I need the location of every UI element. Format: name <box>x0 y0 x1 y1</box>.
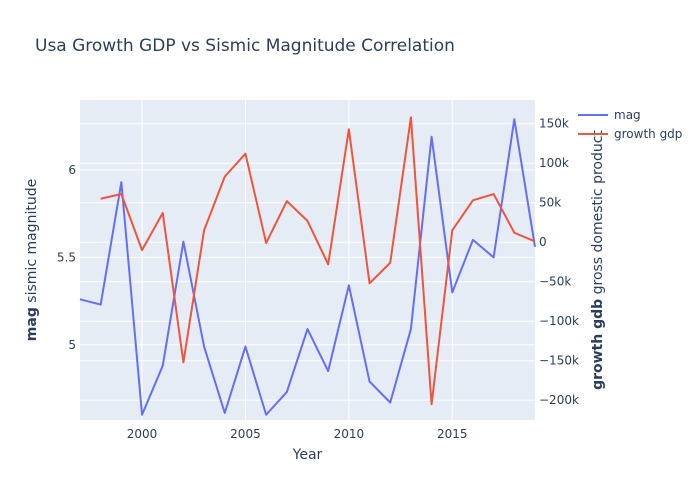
y-left-tick-label: 5.5 <box>57 250 76 264</box>
y-right-tick-label: 100k <box>539 156 569 170</box>
y-left-axis-title-bold: mag <box>24 307 40 341</box>
y-right-tick-label: −50k <box>539 275 571 289</box>
x-axis-title: Year <box>292 447 323 463</box>
x-axis-ticks: 2000 2005 2010 2015 <box>127 427 468 441</box>
y-right-tick-label: 0 <box>539 235 547 249</box>
x-tick-label: 2000 <box>127 427 158 441</box>
y-left-axis-ticks: 55.56 <box>57 163 76 352</box>
gridlines <box>80 100 535 420</box>
y-left-axis-title-rest: sismic magnitude <box>24 179 40 307</box>
legend-item-mag[interactable]: mag <box>578 108 641 122</box>
y-right-tick-label: −150k <box>539 354 579 368</box>
series-line-growth-gdp <box>100 116 536 406</box>
x-tick-label: 2005 <box>230 427 261 441</box>
y-left-tick-label: 5 <box>68 338 76 352</box>
series-layer <box>79 116 536 416</box>
x-tick-label: 2015 <box>437 427 468 441</box>
y-right-axis-title-bold: growth gdb <box>590 299 606 390</box>
y-right-tick-label: 150k <box>539 117 569 131</box>
chart-title: Usa Growth GDP vs Sismic Magnitude Corre… <box>35 36 455 56</box>
legend-label: growth gdp <box>614 127 682 141</box>
legend-item-growth-gdp[interactable]: growth gdp <box>578 127 682 141</box>
y-right-axis-ticks: 150k 100k 50k 0 −50k −100k −150k −200k <box>539 117 579 408</box>
x-tick-label: 2010 <box>334 427 365 441</box>
y-right-tick-label: 50k <box>539 196 561 210</box>
y-right-tick-label: −100k <box>539 314 579 328</box>
y-left-axis-title: mag sismic magnitude <box>24 179 40 341</box>
legend[interactable]: mag growth gdp <box>578 108 682 141</box>
y-right-axis-title-rest: gross domestic product <box>590 130 606 299</box>
y-right-axis-title: growth gdb gross domestic product <box>590 130 606 390</box>
plot-background <box>80 100 535 420</box>
y-left-tick-label: 6 <box>68 163 76 177</box>
legend-label: mag <box>614 108 641 122</box>
y-right-tick-label: −200k <box>539 393 579 407</box>
series-line-mag <box>79 118 536 416</box>
